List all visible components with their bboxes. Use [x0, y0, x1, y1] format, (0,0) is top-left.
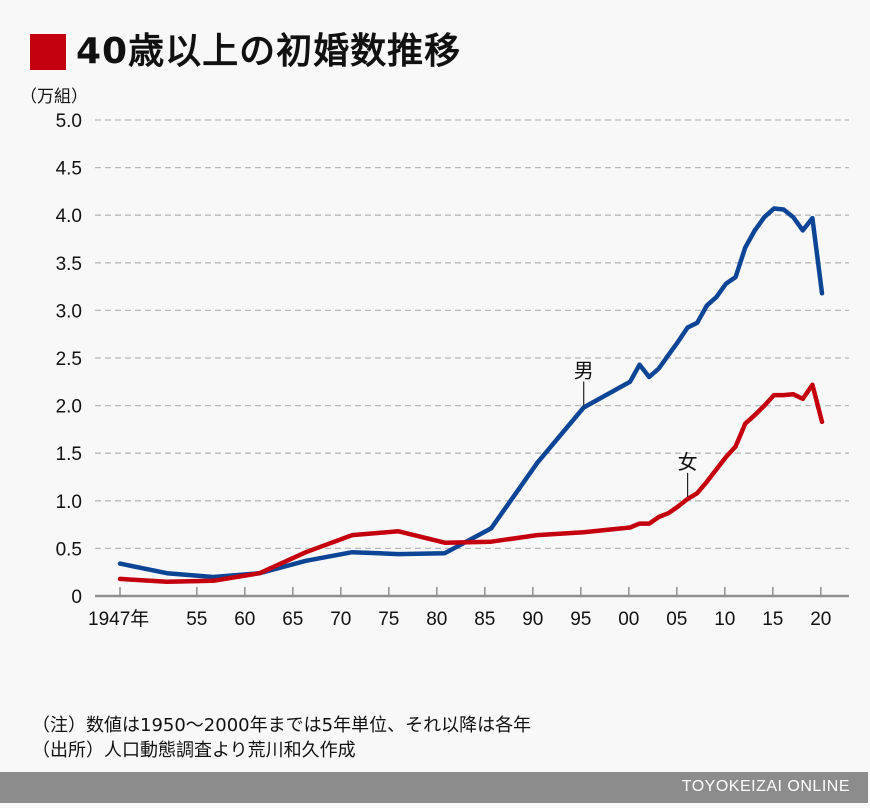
x-tick-label: 15	[762, 609, 783, 630]
footer-brand: TOYOKEIZAI ONLINE	[681, 778, 850, 795]
note-line: （注）数値は1950～2000年までは5年単位、それ以降は各年	[32, 715, 532, 736]
footer-bar: TOYOKEIZAI ONLINE	[0, 772, 868, 803]
series-label-male: 男	[574, 359, 594, 383]
series-lines	[117, 206, 825, 584]
x-tick-label: 65	[282, 609, 303, 630]
chart-title: 40歳以上の初婚数推移	[30, 30, 461, 74]
series-line-female	[117, 382, 825, 584]
title-marker-square	[30, 34, 66, 70]
y-tick-label: 0.5	[56, 539, 82, 560]
chart-notes: （注）数値は1950～2000年までは5年単位、それ以降は各年 （出所）人口動態…	[32, 713, 531, 763]
x-tick-label: 70	[330, 609, 351, 630]
y-tick-label: 1.0	[56, 492, 82, 513]
source-line: （出所）人口動態調査より荒川和久作成	[32, 740, 356, 761]
x-tick-label: 00	[618, 609, 639, 630]
y-axis-unit-label: （万組）	[20, 87, 88, 107]
x-axis: 1947年 55 60 65 70 75 80 85 90 95 00 05 10 15 20	[88, 587, 849, 630]
y-tick-label: 4.0	[56, 206, 82, 227]
x-tick-label: 90	[522, 609, 543, 630]
x-tick-label: 55	[186, 609, 207, 630]
x-tick-label: 60	[234, 609, 255, 630]
x-tick-label: 05	[666, 609, 687, 630]
series-labels: 男女	[574, 359, 698, 497]
x-tick-label: 85	[474, 609, 495, 630]
y-tick-label: 3.0	[56, 301, 82, 322]
x-tick-label: 1947年	[88, 608, 149, 630]
x-tick-label: 20	[810, 609, 831, 630]
series-line-male	[117, 206, 825, 580]
x-tick-label: 75	[378, 609, 399, 630]
y-tick-label: 0	[71, 587, 82, 608]
y-tick-label: 1.5	[56, 444, 82, 465]
y-tick-label: 4.5	[56, 159, 82, 180]
chart-title-text: 40歳以上の初婚数推移	[76, 31, 462, 72]
y-tick-label: 2.5	[56, 349, 82, 370]
line-chart: 0 0.5 1.0 1.5 2.0 2.5 3.0 3.5 4.0 4.5 5.0 1947年 55 6…	[56, 111, 849, 630]
x-tick-label: 10	[714, 609, 735, 630]
y-tick-label: 2.0	[56, 397, 82, 418]
series-label-female: 女	[678, 450, 698, 474]
gridlines	[95, 119, 849, 550]
x-tick-label: 80	[426, 609, 447, 630]
y-axis-ticks: 0 0.5 1.0 1.5 2.0 2.5 3.0 3.5 4.0 4.5 5.0	[56, 111, 82, 608]
y-tick-label: 3.5	[56, 254, 82, 275]
x-tick-label: 95	[570, 609, 591, 630]
y-tick-label: 5.0	[56, 111, 82, 132]
